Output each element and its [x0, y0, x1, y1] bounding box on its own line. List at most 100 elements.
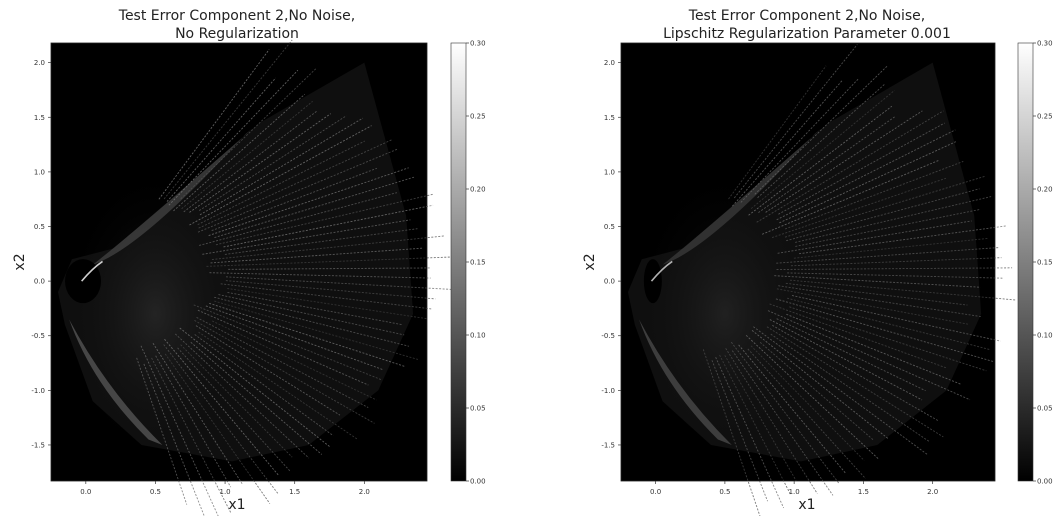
colorbar-tick-label: 0.00	[470, 478, 486, 486]
error-streak	[765, 110, 923, 213]
x-tick-label: 0.5	[719, 488, 730, 496]
error-streak	[211, 167, 377, 232]
error-streak	[774, 275, 981, 288]
y-axis-label: x2	[12, 253, 28, 270]
error-streak	[728, 65, 827, 200]
y-tick-label: 0.0	[34, 278, 45, 286]
x-tick-label: 2.0	[927, 488, 938, 496]
chart-right: Test Error Component 2,No Noise, Lipschi…	[582, 8, 1053, 516]
error-streak	[790, 257, 1002, 267]
y-tick-label: -1.5	[601, 441, 615, 449]
error-streak	[772, 324, 939, 422]
x-tick-label: 1.5	[289, 488, 300, 496]
chart-left: Test Error Component 2,No Noise, No Regu…	[12, 8, 486, 516]
error-streak	[715, 357, 785, 509]
error-streak	[757, 83, 886, 199]
colorbar-tick-label: 0.15	[470, 259, 486, 267]
error-streak	[771, 177, 947, 239]
y-tick-label: 1.0	[604, 168, 615, 176]
error-streak	[725, 348, 818, 494]
error-glow	[60, 163, 251, 464]
error-streak	[189, 125, 372, 226]
error-streak	[163, 39, 293, 200]
y-tick-label: -0.5	[601, 332, 615, 340]
error-streak	[140, 345, 219, 516]
y-ticks: 2.0 1.5 1.0 0.5 0.0 -0.5 -1.0 -1.5	[31, 59, 51, 449]
error-streak	[750, 90, 895, 209]
error-streak	[724, 355, 797, 481]
error-glow	[629, 163, 820, 464]
error-streak	[151, 357, 232, 514]
error-streak	[747, 348, 866, 479]
error-streak	[179, 327, 330, 447]
y-tick-label: 1.5	[604, 114, 615, 122]
error-streak	[791, 295, 1001, 342]
error-streak	[164, 338, 279, 476]
error-streak	[173, 93, 306, 212]
y-tick-label: 0.0	[604, 278, 615, 286]
error-streak	[785, 282, 968, 306]
error-streak	[778, 122, 945, 215]
x-axis-label: x1	[798, 497, 815, 513]
colorbar-ticks: 0.30 0.25 0.20 0.15 0.10 0.05 0.00	[466, 40, 486, 486]
error-streak	[214, 296, 410, 347]
error-streak	[767, 310, 971, 401]
x-ticks: 0.0 0.5 1.0 1.5 2.0	[650, 481, 938, 496]
colorbar-tick-label: 0.25	[470, 113, 486, 121]
error-streak	[208, 167, 409, 237]
error-streak	[754, 65, 888, 195]
error-streak	[711, 360, 769, 502]
error-streak	[190, 341, 322, 455]
y-tick-label: -1.0	[31, 387, 45, 395]
error-streak	[189, 113, 331, 213]
error-streak	[778, 285, 981, 317]
y-tick-label: 1.5	[34, 114, 45, 122]
error-streak	[202, 219, 411, 255]
x-tick-label: 0.5	[150, 488, 161, 496]
error-streak	[210, 247, 424, 264]
colorbar-ticks: 0.30 0.25 0.20 0.15 0.10 0.05 0.00	[1033, 40, 1053, 486]
error-streak	[195, 325, 341, 416]
error-streak	[751, 330, 889, 439]
error-streak	[168, 69, 299, 206]
error-streak	[211, 235, 445, 260]
error-streak	[227, 292, 403, 326]
error-streak	[776, 318, 926, 392]
error-streak	[753, 326, 929, 456]
error-streak	[779, 141, 956, 224]
x-tick-label: 0.0	[650, 488, 661, 496]
error-streak	[776, 267, 1013, 270]
error-streak	[181, 101, 313, 210]
colorbar-tick-label: 0.25	[1037, 113, 1053, 121]
y-tick-label: -1.5	[31, 441, 45, 449]
error-streak	[789, 306, 987, 372]
error-streak	[214, 300, 419, 360]
colorbar-tick-label: 0.20	[1037, 186, 1053, 194]
colorbar-tick-label: 0.30	[1037, 40, 1053, 48]
error-streak	[143, 363, 205, 516]
error-streak	[719, 354, 791, 495]
error-streak	[193, 304, 382, 381]
colorbar-tick-label: 0.05	[470, 405, 486, 413]
x-tick-label: 1.5	[858, 488, 869, 496]
y-tick-label: -1.0	[601, 387, 615, 395]
error-streak	[733, 44, 858, 199]
x-tick-label: 1.0	[220, 488, 231, 496]
y-tick-label: 0.5	[34, 223, 45, 231]
y-tick-label: 2.0	[604, 59, 615, 67]
error-streak	[776, 288, 968, 325]
error-streak	[787, 272, 1003, 279]
error-streak	[223, 204, 434, 248]
chart-title-line1: Test Error Component 2,No Noise,	[118, 8, 355, 24]
error-streak	[775, 298, 995, 363]
x-axis-label: x1	[228, 497, 245, 513]
y-ticks: 2.0 1.5 1.0 0.5 0.0 -0.5 -1.0 -1.5	[601, 59, 621, 449]
error-highlight	[81, 260, 103, 282]
error-streak	[198, 139, 393, 229]
error-streak	[750, 345, 865, 461]
error-streak	[215, 193, 434, 246]
error-highlight	[650, 260, 673, 282]
chart-title-line2: No Regularization	[175, 26, 299, 42]
error-streak	[761, 160, 939, 235]
